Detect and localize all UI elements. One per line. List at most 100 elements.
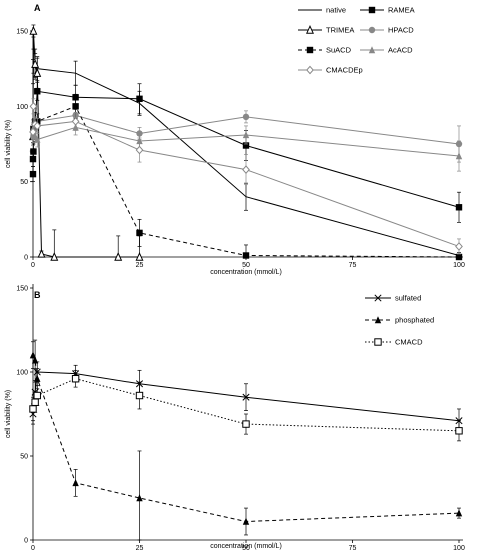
y-tick-label: 50 [20,179,28,186]
data-point [136,229,143,237]
y-axis-title: cell viability (%) [5,390,12,438]
data-point [242,131,250,139]
data-point [30,148,37,155]
legend-marker [306,65,314,75]
data-point [136,494,143,502]
x-tick-label: 100 [453,545,465,550]
data-point [114,251,123,261]
series-line-phosphated [32,355,460,523]
legend-label: native [326,6,346,15]
data-point [29,170,37,178]
legend-marker [374,294,382,302]
y-tick-label: 150 [16,29,28,36]
legend-item-AcACD: AcACD [360,46,413,55]
series-TRIMEA [29,24,144,261]
series-CMACD [29,369,463,442]
series-phosphated [29,339,463,541]
legend-label: TRIMEA [326,26,354,35]
data-point [34,374,41,382]
data-point [135,391,144,400]
data-point [29,155,37,163]
legend-label: SuACD [326,46,352,55]
x-axis-title: concentration (mmol/L) [210,543,282,550]
y-tick-label: 150 [16,286,28,293]
legend-marker [374,338,382,346]
y-axis-title: cell viability (%) [5,120,12,168]
legend-label: HPACD [388,26,414,35]
legend-label: CMACDEp [326,66,363,75]
legend-item-TRIMEA: TRIMEA [298,24,354,35]
legend-marker [374,316,382,324]
legend-label: sulfated [395,294,421,303]
legend-label: CMACD [395,338,423,347]
data-point [72,479,79,487]
data-point [455,152,463,160]
chart-2-axes: 0 50 100 150 0 25 50 75 100 concentration (mmol/L… [5,284,465,552]
data-point [31,59,40,68]
panel-label: B [34,290,41,300]
legend-marker [306,46,314,54]
x-tick-label: 0 [31,262,35,269]
data-point [455,427,463,435]
y-tick-label: 0 [24,255,28,262]
data-point [455,253,463,261]
data-point [29,351,37,359]
data-point [242,420,250,428]
data-point [29,127,37,137]
data-point [136,95,143,102]
data-point [33,121,42,131]
x-tick-label: 50 [242,262,250,269]
legend-item-phosphated: phosphated [365,316,434,325]
x-tick-label: 50 [242,545,250,550]
legend-marker [368,46,376,54]
y-tick-label: 100 [16,104,28,111]
legend-item-HPACD: HPACD [360,26,414,35]
legend-item-CMACD: CMACD [365,338,423,347]
series-line-TRIMEA [32,30,140,258]
legend-marker [368,26,376,34]
chart-2: 0 50 100 150 0 25 50 75 100 concentration (mmol/L… [5,284,465,552]
data-point [37,248,46,258]
data-point [29,25,38,35]
legend-label: AcACD [388,46,413,55]
legend-item-CMACDEp: CMACDEp [298,66,363,75]
legend-item-RAMEA: RAMEA [360,6,415,15]
legend-item-native: native [298,6,346,15]
series-line-SuACD [32,105,460,258]
data-point [242,113,250,121]
data-point [135,145,144,155]
legend-item-SuACD: SuACD [298,46,352,55]
data-point [242,142,250,149]
data-point [455,509,463,517]
x-tick-label: 25 [136,262,144,269]
data-point [242,517,250,525]
chart-1-legend: native RAMEA TRIMEA HPACD SuACD AcACD CMACDEp [298,6,415,75]
y-tick-label: 50 [20,454,28,461]
data-point [34,135,41,143]
x-axis-title: concentration (mmol/L) [210,269,282,276]
chart-2-legend: sulfated phosphated CMACD [365,294,434,347]
legend-label: RAMEA [388,6,415,15]
data-point [242,393,250,401]
x-tick-label: 25 [136,545,144,550]
legend-marker [368,6,376,14]
x-tick-label: 75 [349,262,357,269]
legend-marker [306,24,314,34]
data-point [31,356,39,364]
data-point [71,375,80,383]
data-point [71,117,80,126]
data-point [455,204,463,211]
chart-1-axes: 0 50 100 150 0 25 50 75 100 concentration (mmol/L… [5,27,465,276]
data-point [72,103,79,110]
x-tick-label: 0 [31,545,35,550]
legend-label: phosphated [395,316,434,325]
data-point [242,165,250,174]
data-point [33,68,42,77]
data-point [29,405,37,413]
data-point [50,251,59,261]
data-point [31,398,39,406]
legend-item-sulfated: sulfated [365,294,421,303]
x-tick-label: 100 [453,262,465,269]
data-point [455,242,463,251]
